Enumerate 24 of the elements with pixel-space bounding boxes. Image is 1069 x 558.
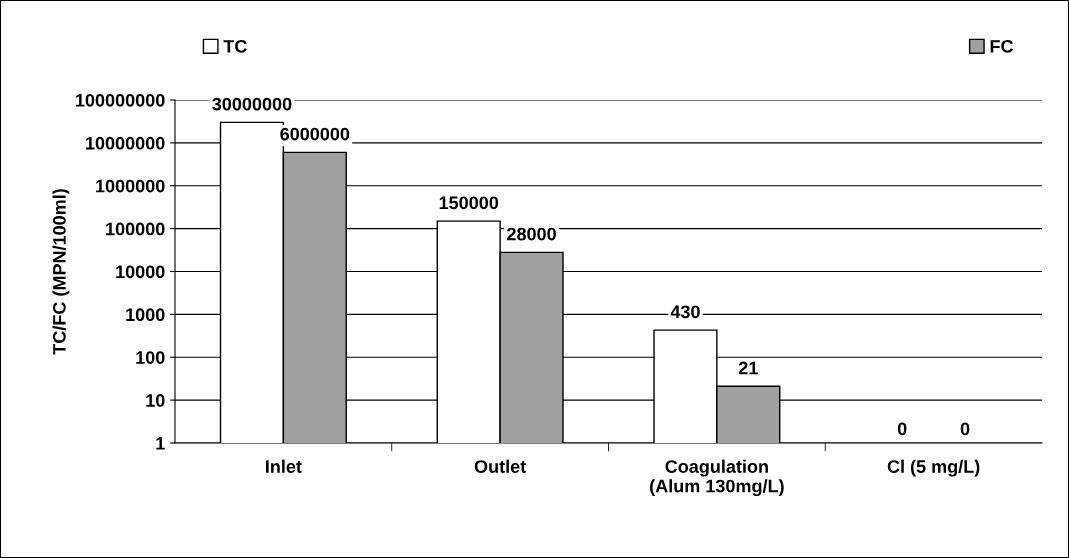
y-tick-label: 100 [136, 351, 165, 364]
data-label: 430 [670, 305, 700, 319]
y-tick-label: 1000 [126, 308, 165, 322]
data-label: 30000000 [212, 97, 292, 111]
x-tick-label: Coagulation (Alum 130mg/L) [650, 459, 784, 497]
y-tick-label: 10000000 [86, 136, 165, 150]
x-tick-label: Outlet [474, 459, 526, 473]
data-label: 28000 [507, 227, 556, 241]
y-tick-label: 1000000 [96, 179, 165, 193]
y-axis-title: TC/FC (MPN/100ml) [52, 189, 70, 355]
y-tick-label: 10 [146, 394, 165, 407]
y-tick-label: 100000000 [76, 93, 165, 107]
y-tick-label: 10000 [116, 265, 165, 279]
legend-label: FC [990, 39, 1014, 53]
data-label: 150000 [439, 196, 499, 210]
data-label: 21 [738, 361, 758, 375]
y-tick-label: 1 [156, 437, 165, 450]
legend-label: TC [223, 39, 247, 53]
data-label: 6000000 [280, 127, 350, 141]
text: 0 [960, 422, 970, 436]
x-tick-label: Inlet [266, 459, 302, 473]
x-tick-label: Cl (5 mg/L) [887, 459, 980, 477]
text: 0 [897, 422, 907, 436]
y-tick-label: 100000 [106, 222, 165, 236]
